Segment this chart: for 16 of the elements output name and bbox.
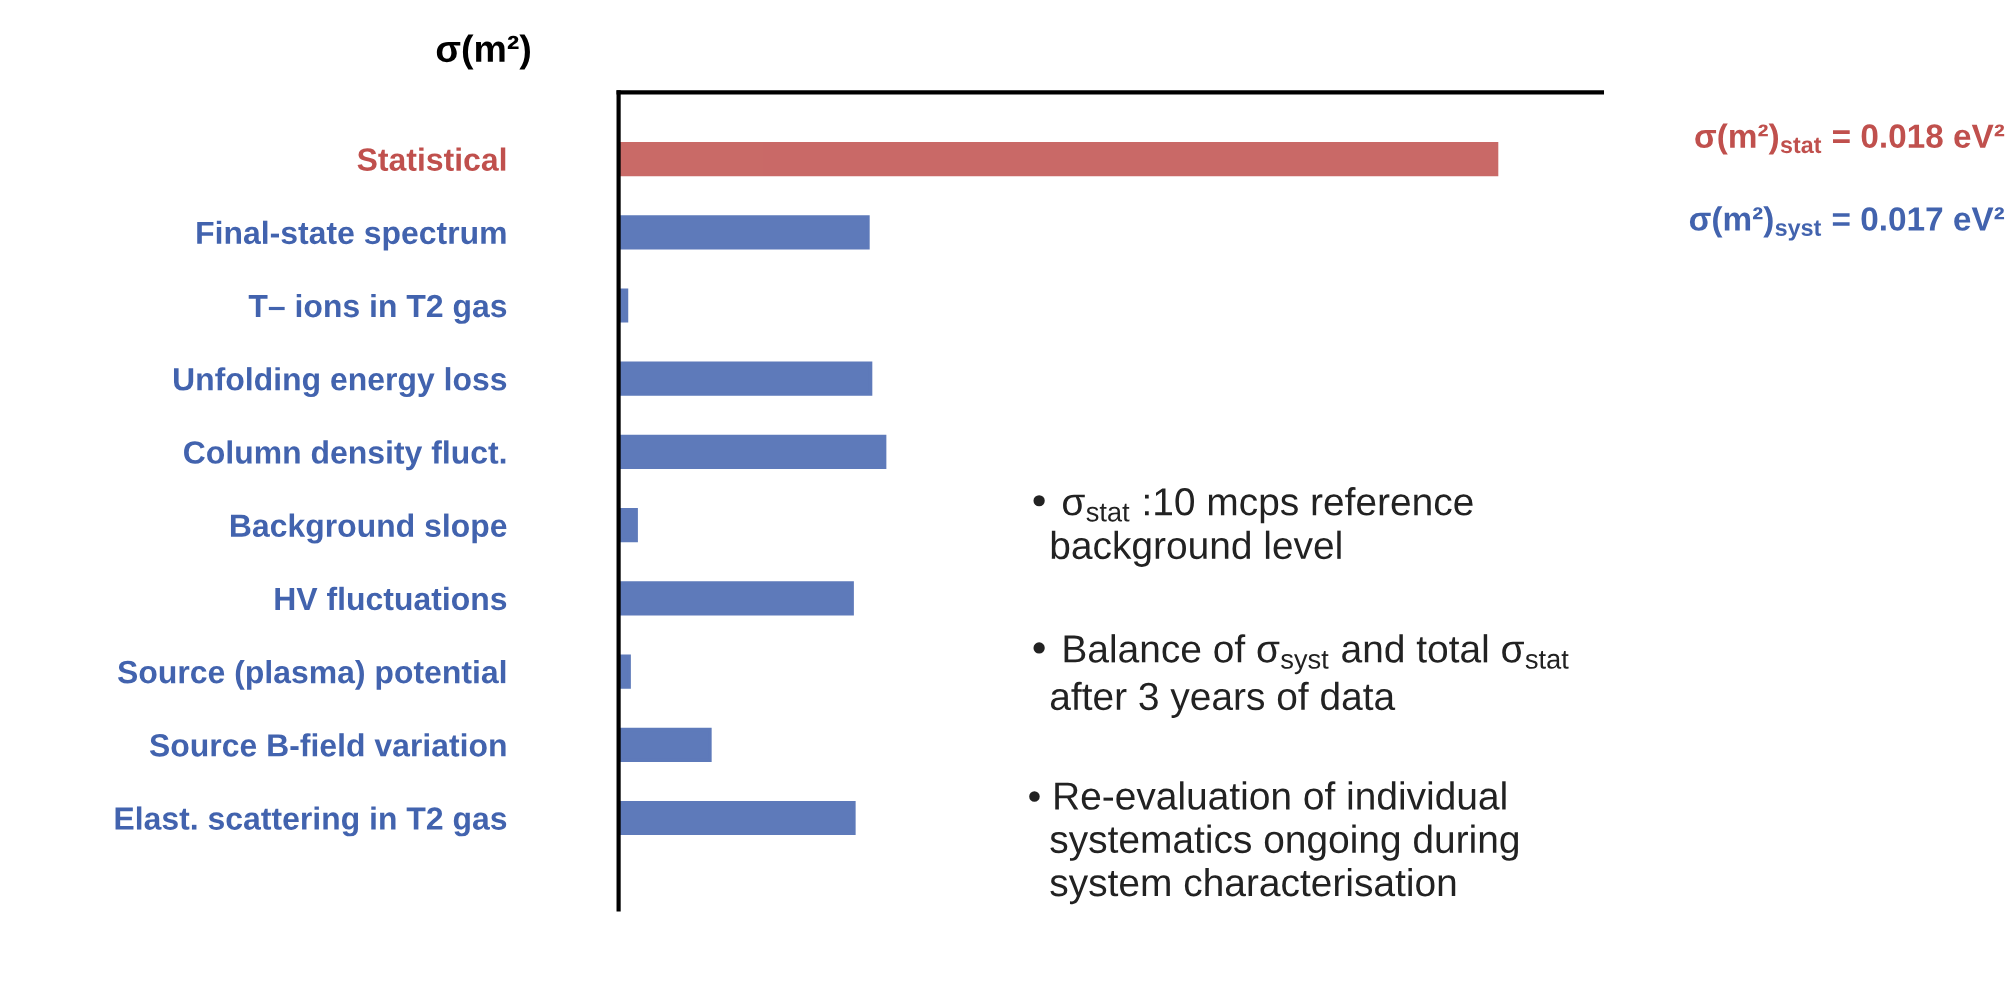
- y-tick-label: Background slope: [230, 513, 507, 544]
- text: σ(m²)$_{syst}$ = 0.017 eV²: [1689, 206, 2005, 241]
- y-tick-label: Source B-field variation: [149, 733, 506, 757]
- text: σ(m²)$_{stat}$ = 0.018 eV²: [1695, 123, 2005, 155]
- annotation: • σ$_{stat}$ :10 mcps reference background level: [1033, 487, 1473, 567]
- y-tick-label: Statistical: [357, 147, 506, 171]
- y-tick-label: Column density fluct.: [184, 440, 506, 471]
- chart-title: σ(m²): [436, 34, 530, 70]
- y-tick-label: Elast. scattering in T2 gas: [115, 806, 507, 837]
- annotation: • Re-evaluation of individual systematics ongoing during system characterisation: [1029, 781, 1518, 905]
- y-tick-label: Source (plasma) potential: [117, 659, 506, 690]
- y-tick-label: HV fluctuations: [275, 586, 507, 611]
- y-tick-label: T– ions in T2 gas: [248, 293, 507, 324]
- text: • Balance of σ$_{syst}$ and total σ$_{stat}$ after 3 years of data: [1033, 634, 1569, 718]
- y-tick-label: Final-state spectrum: [197, 220, 506, 251]
- y-tick-label: Unfolding energy loss: [173, 367, 507, 398]
